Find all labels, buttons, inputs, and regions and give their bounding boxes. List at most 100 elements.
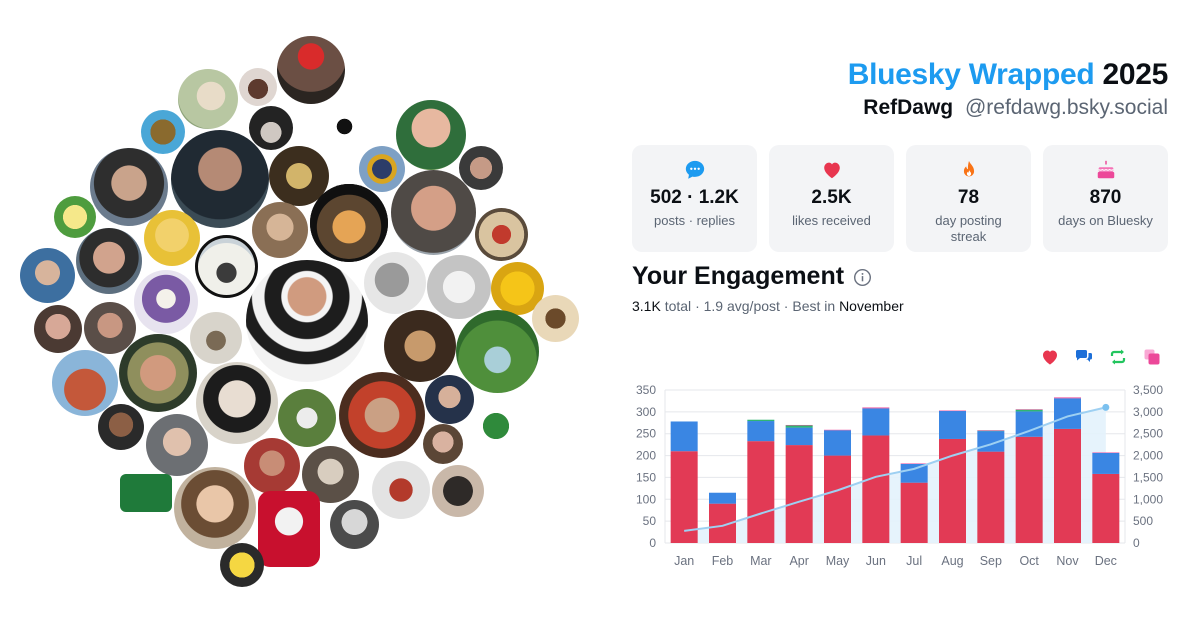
bar-likes xyxy=(1015,436,1043,543)
avatar xyxy=(249,106,293,150)
quote-squares-icon[interactable] xyxy=(1142,347,1162,367)
avatar xyxy=(119,334,197,412)
avatar xyxy=(174,467,256,549)
stat-value: 502 · 1.2K xyxy=(650,187,739,208)
y-tick-label: 0 xyxy=(649,536,656,550)
cake-icon xyxy=(1097,160,1114,179)
display-name: RefDawg xyxy=(863,96,954,119)
avatar xyxy=(144,210,200,266)
bar-replies xyxy=(709,492,736,504)
bar-quotes xyxy=(785,424,813,426)
x-tick-label: Feb xyxy=(712,554,734,568)
avatar xyxy=(425,375,474,424)
avatar xyxy=(120,474,172,512)
chart-labels: 0 0 50 500 100 1,000 150 1,500 200 2,000 250 2,500 3… xyxy=(636,383,1163,568)
avatar xyxy=(20,248,75,303)
bar-reposts xyxy=(785,425,813,428)
avatar xyxy=(339,372,425,458)
avatar xyxy=(456,310,539,393)
year: 2025 xyxy=(1102,58,1168,91)
engagement-total-word: total xyxy=(664,298,692,314)
bar-likes xyxy=(977,451,1005,543)
avatar xyxy=(195,235,258,298)
bar-quotes xyxy=(1015,409,1043,410)
bar-likes xyxy=(747,441,775,543)
x-tick-label: Dec xyxy=(1095,554,1117,568)
avatar xyxy=(359,146,405,192)
avatar xyxy=(310,184,388,262)
bar-quotes xyxy=(824,429,851,431)
avatar xyxy=(396,100,466,170)
stat-label: days on Bluesky xyxy=(1058,213,1153,228)
user-identity: RefDawg @refdawg.bsky.social xyxy=(863,96,1168,120)
avatar xyxy=(90,148,168,226)
avatar xyxy=(98,404,144,450)
avatar xyxy=(391,170,476,255)
bar-likes xyxy=(1054,428,1081,543)
info-icon[interactable] xyxy=(853,268,872,287)
y-tick-label: 100 xyxy=(636,492,656,506)
bar-replies xyxy=(824,430,851,456)
separator: · xyxy=(695,298,700,314)
stat-label: likes received xyxy=(792,213,871,228)
heart-icon[interactable] xyxy=(1040,347,1060,367)
avatar xyxy=(277,36,345,104)
user-handle: @refdawg.bsky.social xyxy=(964,96,1168,119)
y-tick-label: 200 xyxy=(636,449,656,463)
x-tick-label: Jan xyxy=(674,554,694,568)
avatar xyxy=(220,543,264,587)
avatar xyxy=(146,414,208,476)
bar-quotes xyxy=(862,407,890,409)
bar-quotes xyxy=(900,463,928,464)
bar-likes xyxy=(824,455,851,543)
avatar xyxy=(76,228,142,294)
x-tick-label: Apr xyxy=(789,554,808,568)
best-month-prefix: Best in xyxy=(792,298,836,314)
stat-card-days: 870 days on Bluesky xyxy=(1043,145,1168,252)
separator: · xyxy=(783,298,789,314)
y2-tick-label: 1,000 xyxy=(1133,492,1163,506)
heart-icon xyxy=(823,162,840,179)
chart-bars xyxy=(670,397,1120,543)
y-tick-label: 150 xyxy=(636,470,656,484)
avatar xyxy=(84,302,136,354)
avatar xyxy=(475,208,528,261)
stat-card-likes: 2.5K likes received xyxy=(769,145,894,252)
engagement-chart: 0 0 50 500 100 1,000 150 1,500 200 2,000 250 2,500 3… xyxy=(636,383,1163,568)
bar-replies xyxy=(747,421,775,442)
bar-quotes xyxy=(939,410,966,412)
bar-likes xyxy=(939,438,966,543)
bar-replies xyxy=(900,463,928,483)
bar-reposts xyxy=(977,430,1005,432)
y-tick-label: 50 xyxy=(643,514,657,528)
avatar xyxy=(423,424,463,464)
y2-tick-label: 0 xyxy=(1133,536,1140,550)
avatar xyxy=(384,310,456,382)
x-tick-label: Jun xyxy=(866,554,886,568)
avatar xyxy=(190,312,242,364)
avatar xyxy=(258,491,320,567)
cumulative-polyline xyxy=(684,406,1107,532)
avatar xyxy=(244,438,300,494)
x-tick-label: Nov xyxy=(1056,554,1079,568)
repost-arrows-icon[interactable] xyxy=(1108,347,1128,367)
best-month: November xyxy=(839,298,904,314)
x-tick-label: Sep xyxy=(980,554,1002,568)
y-tick-label: 350 xyxy=(636,383,656,397)
stat-card-posts: 502 · 1.2K posts · replies xyxy=(632,145,757,252)
avatar xyxy=(239,68,277,106)
chat-bubble-icon xyxy=(685,160,704,179)
stat-value: 78 xyxy=(957,187,980,208)
bar-replies xyxy=(785,427,813,446)
avatar xyxy=(141,110,185,154)
avatar xyxy=(171,130,269,228)
bar-likes xyxy=(1092,473,1120,543)
avatar xyxy=(52,350,118,416)
avatar-cluster xyxy=(20,36,579,587)
bar-replies xyxy=(1015,411,1043,437)
reply-bubbles-icon[interactable] xyxy=(1074,347,1094,367)
bar-replies xyxy=(1092,452,1120,474)
avatar xyxy=(532,295,579,342)
cumulative-line xyxy=(684,403,1110,532)
engagement-avg: 1.9 avg/post xyxy=(703,298,780,314)
